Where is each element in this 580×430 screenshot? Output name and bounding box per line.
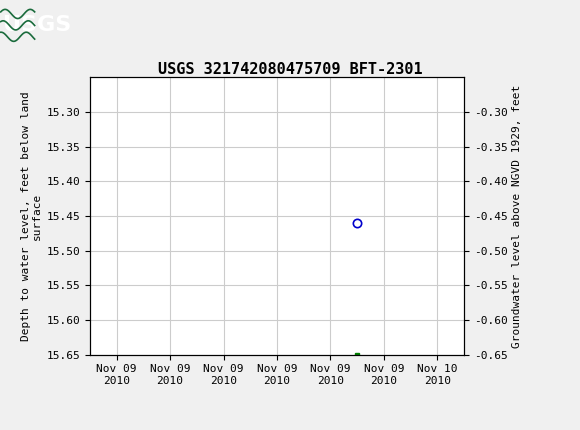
Y-axis label: Groundwater level above NGVD 1929, feet: Groundwater level above NGVD 1929, feet: [512, 84, 521, 348]
Text: USGS: USGS: [3, 15, 71, 35]
Y-axis label: Depth to water level, feet below land
surface: Depth to water level, feet below land su…: [21, 91, 42, 341]
Text: USGS 321742080475709 BFT-2301: USGS 321742080475709 BFT-2301: [158, 62, 422, 77]
Legend: Period of approved data: Period of approved data: [179, 427, 375, 430]
